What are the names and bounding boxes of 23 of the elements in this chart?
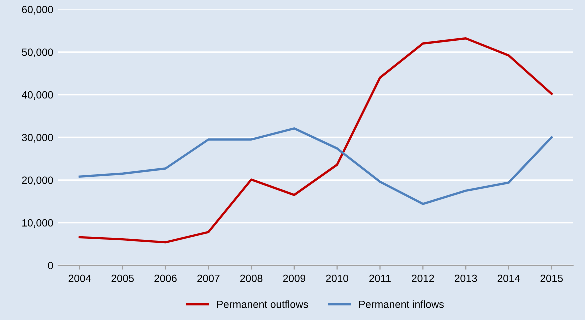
y-tick-label: 60,000 (22, 6, 54, 15)
x-tick-label: 2012 (412, 274, 434, 282)
x-tick-label: 2015 (540, 274, 563, 282)
x-tick-label: 2011 (370, 274, 391, 282)
legend-label: Permanent inflows (360, 300, 444, 308)
legend-label: Permanent outflows (217, 300, 308, 308)
line-series (78, 38, 553, 244)
y-tick-label: 30,000 (22, 134, 54, 143)
y-tick-label: 0 (48, 262, 54, 270)
y-tick-label: 40,000 (22, 91, 54, 100)
x-tick-label: 2005 (112, 274, 134, 282)
x-tick-label: 2006 (154, 274, 177, 282)
y-tick-label: 20,000 (22, 176, 54, 186)
x-tick-label: 2014 (498, 274, 520, 282)
x-tick-label: 2008 (240, 274, 263, 282)
x-tick-label: 2007 (198, 274, 220, 282)
x-tick-label: 2009 (283, 274, 306, 282)
x-tick-label: 2013 (454, 274, 478, 282)
x-tick-label: 2004 (68, 274, 92, 282)
x-tick-label: 2010 (326, 274, 349, 282)
y-tick-label: 50,000 (22, 48, 54, 58)
y-tick-label: 10,000 (22, 219, 54, 228)
line-series (78, 128, 553, 206)
